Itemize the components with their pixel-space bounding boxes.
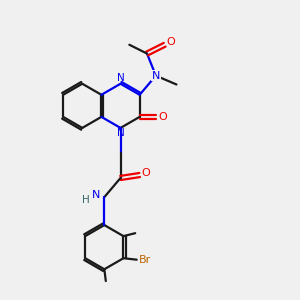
Text: O: O — [167, 38, 176, 47]
Text: N: N — [92, 190, 100, 200]
Text: H: H — [82, 195, 90, 205]
Text: N: N — [152, 71, 160, 81]
Text: Br: Br — [139, 255, 151, 265]
Text: O: O — [158, 112, 167, 122]
Text: N: N — [117, 74, 124, 83]
Text: N: N — [117, 128, 124, 138]
Text: O: O — [142, 168, 151, 178]
